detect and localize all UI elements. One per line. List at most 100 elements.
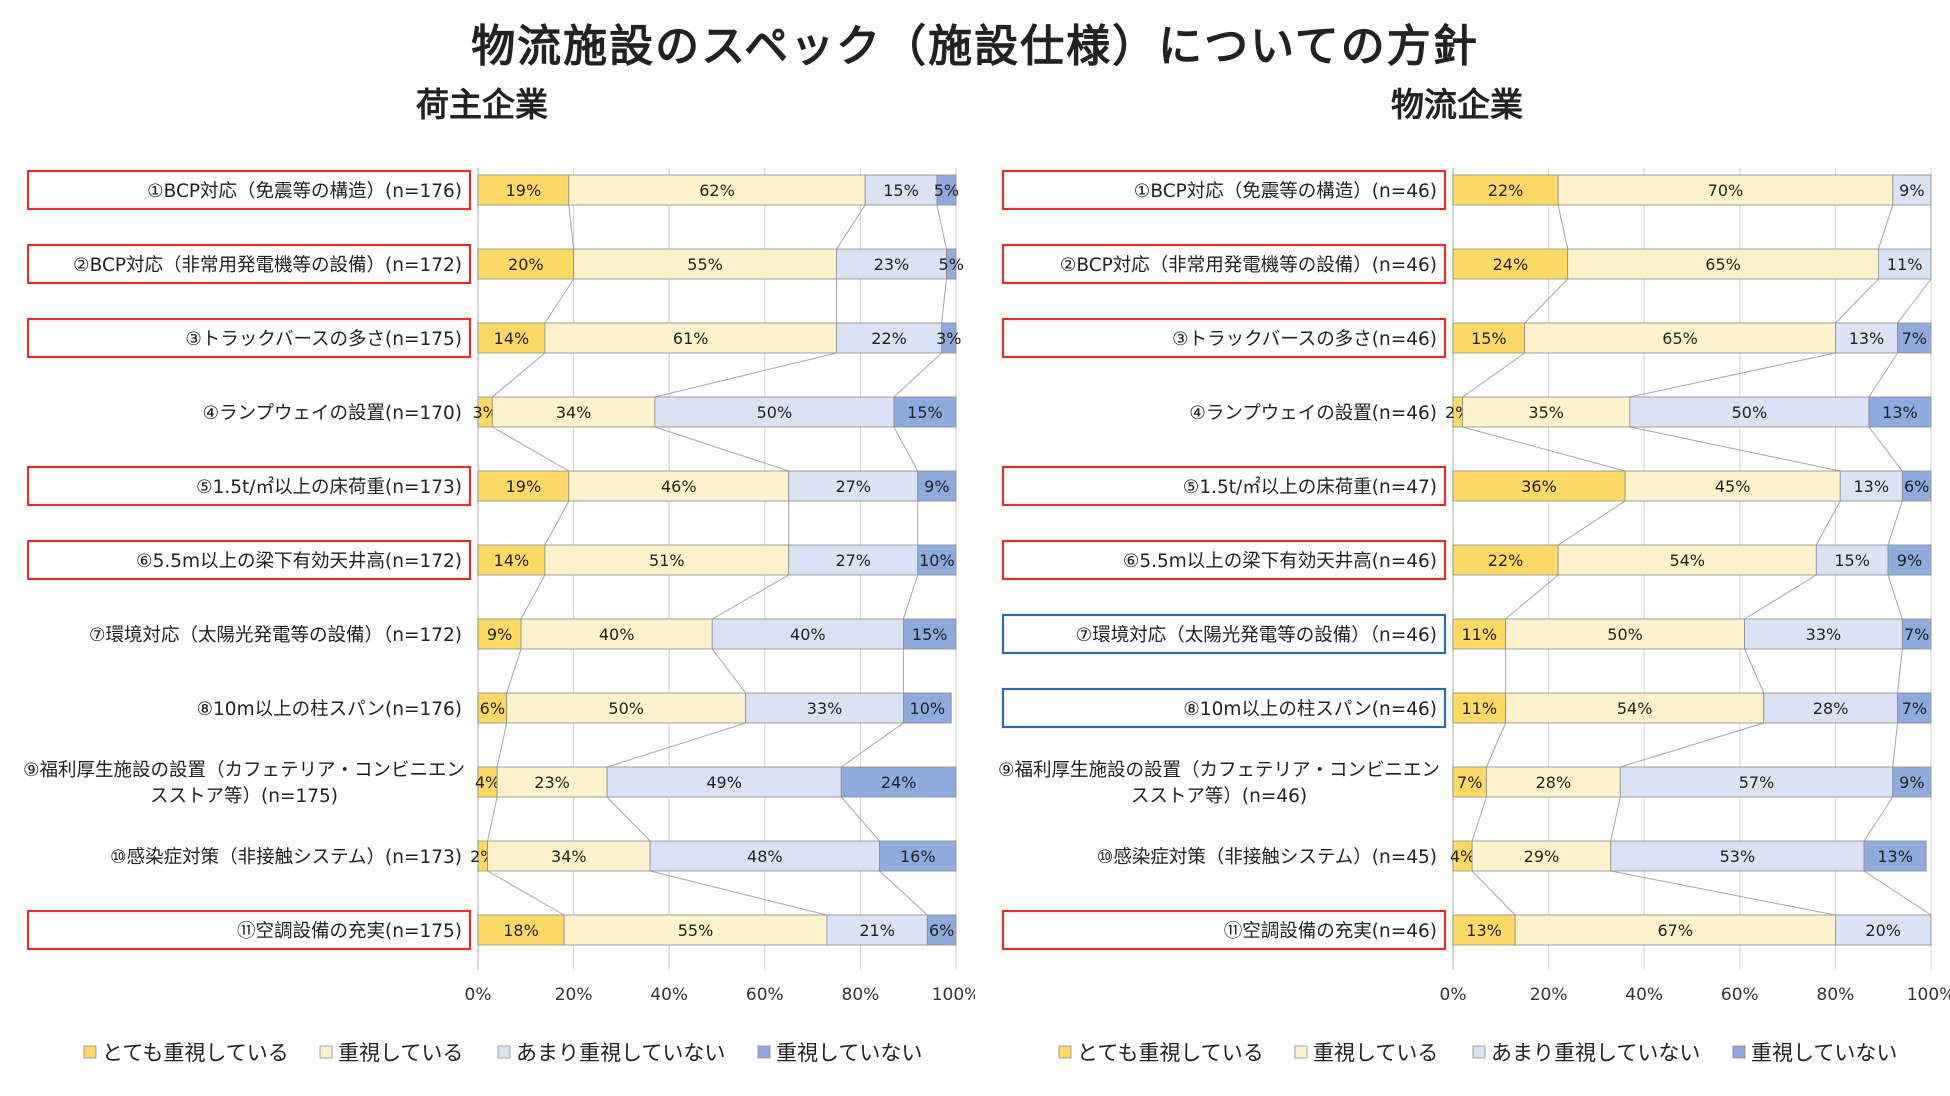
data-label: 13%	[1849, 329, 1885, 348]
series-connector	[1815, 500, 1841, 546]
data-label: 3%	[936, 329, 961, 348]
data-label: 24%	[1493, 255, 1529, 274]
bar-segment	[1901, 470, 1932, 502]
data-label: 33%	[1806, 625, 1842, 644]
series-connector	[1868, 352, 1898, 398]
page-title: 物流施設のスペック（施設仕様）についての方針	[471, 21, 1479, 72]
data-label: 40%	[599, 625, 635, 644]
x-tick-label: 80%	[1817, 985, 1855, 1005]
data-label: 36%	[1521, 477, 1557, 496]
series-connector	[1892, 722, 1899, 768]
data-label: 7%	[1457, 773, 1482, 792]
category-highlight-box	[26, 465, 472, 507]
category-label: ⑪空調設備の充実(n=175)	[237, 921, 462, 942]
data-label: 35%	[1528, 403, 1564, 422]
series-connector	[836, 204, 866, 250]
bar-segment	[544, 544, 790, 576]
series-connector	[654, 352, 837, 398]
x-tick-label: 60%	[1721, 985, 1759, 1005]
series-connector	[1471, 796, 1487, 842]
legend-swatch	[83, 1045, 97, 1059]
series-connector	[1629, 352, 1836, 398]
bar-segment	[477, 248, 574, 280]
category-label: ⑩感染症対策（非接触システム）(n=173)	[110, 847, 462, 868]
category-label: ⑨福利厚生施設の設置（カフェテリア・コンビニエンスストア等）(n=175)	[23, 760, 465, 807]
data-label: 11%	[1462, 699, 1498, 718]
x-tick-label: 40%	[1625, 985, 1663, 1005]
data-label: 19%	[506, 477, 542, 496]
bar-segment	[893, 396, 957, 428]
legend-swatch	[757, 1045, 771, 1059]
category-label: ⑨福利厚生施設の設置（カフェテリア・コンビニエンスストア等）(n=46)	[998, 760, 1440, 807]
data-label: 27%	[835, 551, 871, 570]
bar-segment	[1815, 544, 1889, 576]
data-label: 9%	[924, 477, 949, 496]
logistics-chart: 0% 20% 40% 60% 80% 100% ①BCP対応（免震等の構造）(n=46) 22…	[998, 168, 1950, 1065]
series-connector	[1629, 426, 1841, 472]
data-label: 28%	[1813, 699, 1849, 718]
bar-segment	[745, 692, 904, 724]
data-label: 6%	[1904, 477, 1929, 496]
data-label: 13%	[1877, 847, 1913, 866]
bar-segment	[1557, 544, 1817, 576]
bar-segment	[836, 322, 943, 354]
series-connector	[568, 204, 575, 250]
bar-segment	[1452, 470, 1626, 502]
data-label: 24%	[881, 773, 917, 792]
series-connector	[1744, 648, 1765, 694]
data-label: 28%	[1536, 773, 1572, 792]
category-label: ⑧10m以上の柱スパン(n=176)	[196, 699, 462, 720]
x-tick-label: 100%	[932, 985, 975, 1005]
bar-segment	[506, 692, 747, 724]
bar-segment	[568, 470, 790, 502]
bar-segment	[1452, 914, 1516, 946]
category-label: ⑦環境対応（太陽光発電等の設備）（n=172)	[89, 625, 462, 646]
series-connector	[1505, 574, 1559, 620]
bar-segment	[1878, 248, 1932, 280]
data-label: 22%	[1488, 181, 1524, 200]
legend-swatch	[319, 1045, 333, 1059]
data-label: 9%	[1899, 773, 1924, 792]
series-connector	[902, 574, 919, 620]
bar-segment	[491, 396, 656, 428]
data-label: 7%	[1902, 329, 1927, 348]
data-label: 45%	[1715, 477, 1751, 496]
bar-segment	[1610, 840, 1865, 872]
data-label: 50%	[1607, 625, 1643, 644]
bar-segment	[903, 618, 957, 650]
data-label: 18%	[503, 921, 539, 940]
data-label: 9%	[487, 625, 512, 644]
data-label: 50%	[757, 403, 793, 422]
series-connector	[1897, 648, 1903, 694]
data-label: 16%	[900, 847, 936, 866]
bar-segment	[1744, 618, 1903, 650]
x-tick-label: 20%	[555, 985, 593, 1005]
data-label: 46%	[661, 477, 697, 496]
series-connector	[893, 352, 942, 398]
data-label: 55%	[678, 921, 714, 940]
bar-segment	[477, 174, 570, 206]
legend-swatch	[497, 1045, 511, 1059]
series-connector	[487, 870, 565, 916]
category-label: ③トラックバースの多さ(n=46)	[1172, 329, 1437, 350]
category-label: ⑦環境対応（太陽光発電等の設備）（n=46)	[1076, 625, 1437, 646]
chart-title: 物流企業	[1391, 85, 1523, 124]
bar-segment	[573, 248, 837, 280]
category-label: ⑩感染症対策（非接触システム）(n=45)	[1097, 847, 1437, 868]
bar-segment	[654, 396, 895, 428]
category-highlight-box	[1001, 909, 1447, 951]
series-connector	[1744, 574, 1817, 620]
bar-segment	[1514, 914, 1836, 946]
data-label: 34%	[551, 847, 587, 866]
data-label: 14%	[494, 329, 530, 348]
x-tick-label: 100%	[1907, 985, 1950, 1005]
series-connector	[1610, 796, 1621, 842]
category-label: ④ランプウェイの設置(n=170)	[202, 403, 462, 424]
data-label: 13%	[1853, 477, 1889, 496]
data-label: 22%	[871, 329, 907, 348]
data-label: 4%	[1450, 847, 1475, 866]
data-label: 51%	[649, 551, 685, 570]
legend-swatch	[1294, 1045, 1308, 1059]
data-label: 9%	[1899, 181, 1924, 200]
series-connector	[649, 870, 828, 916]
